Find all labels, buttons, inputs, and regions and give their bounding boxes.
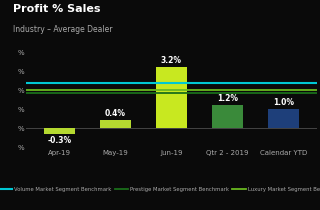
- Bar: [44, 128, 75, 134]
- Text: Profit % Sales: Profit % Sales: [13, 4, 100, 14]
- Text: -0.3%: -0.3%: [47, 136, 71, 145]
- Text: 1.0%: 1.0%: [273, 98, 294, 106]
- Bar: [212, 105, 243, 128]
- Bar: [156, 67, 187, 128]
- Text: 0.4%: 0.4%: [105, 109, 126, 118]
- Legend: Volume Market Segment Benchmark, Prestige Market Segment Benchmark, Luxury Marke: Volume Market Segment Benchmark, Prestig…: [0, 185, 320, 194]
- Text: 3.2%: 3.2%: [161, 56, 182, 65]
- Text: 1.2%: 1.2%: [217, 94, 238, 103]
- Bar: [268, 109, 299, 128]
- Bar: [100, 120, 131, 128]
- Text: Industry – Average Dealer: Industry – Average Dealer: [13, 25, 112, 34]
